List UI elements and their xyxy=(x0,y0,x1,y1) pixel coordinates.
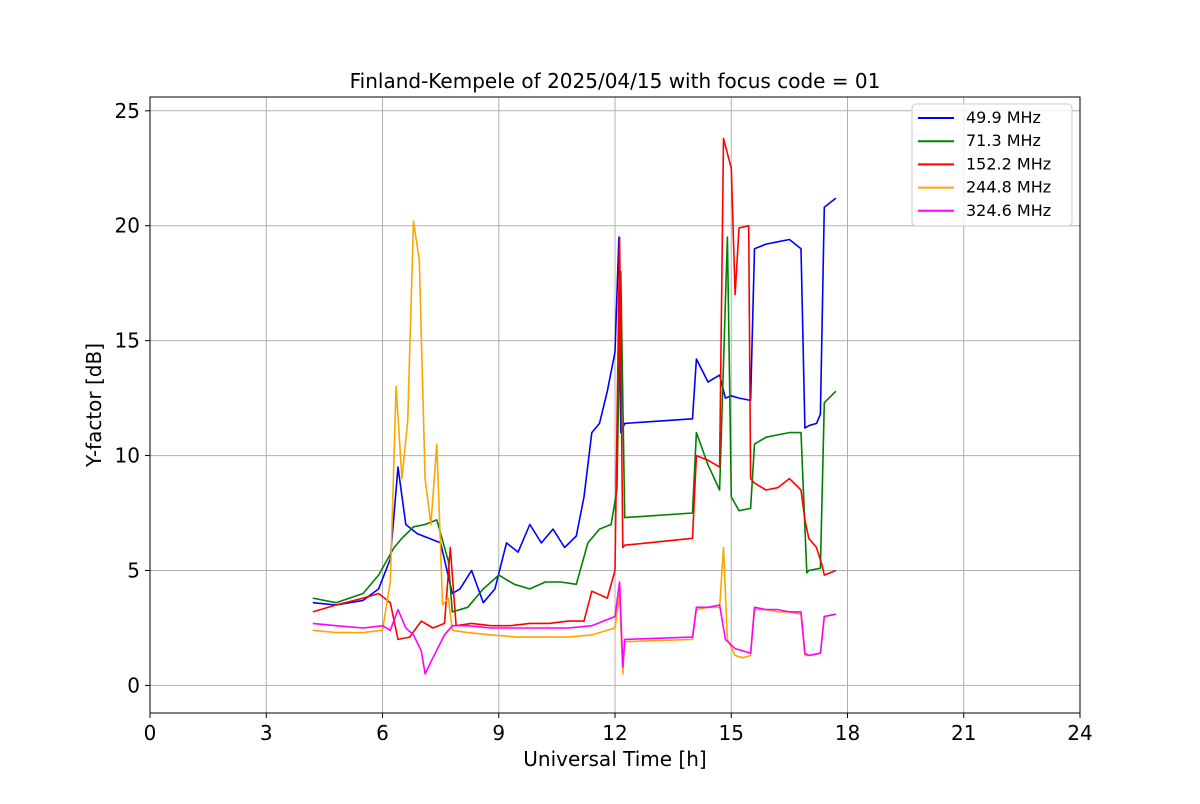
series-line-1 xyxy=(312,236,837,613)
legend-label-1: 71.3 MHz xyxy=(966,131,1041,150)
chart-title: Finland-Kempele of 2025/04/15 with focus… xyxy=(350,69,881,93)
series-layer xyxy=(312,137,837,675)
x-tick-label: 9 xyxy=(492,721,505,745)
legend-label-2: 152.2 MHz xyxy=(966,154,1051,173)
x-tick-label: 15 xyxy=(719,721,744,745)
y-tick-label: 0 xyxy=(127,673,140,697)
y-tick-label: 10 xyxy=(115,444,140,468)
legend-label-3: 244.8 MHz xyxy=(966,178,1051,197)
y-tick-label: 20 xyxy=(115,214,140,238)
y-tick-label: 15 xyxy=(115,329,140,353)
y-tick-label: 5 xyxy=(127,558,140,582)
x-tick-label: 18 xyxy=(835,721,860,745)
legend: 49.9 MHz 71.3 MHz 152.2 MHz 244.8 MHz 32… xyxy=(911,103,1073,227)
tick-layer: 0 3 6 9 12 15 18 21 24 0 5 10 15 20 25 xyxy=(115,99,1093,745)
legend-label-4: 324.6 MHz xyxy=(966,201,1051,220)
x-axis-label: Universal Time [h] xyxy=(523,747,706,771)
legend-label-0: 49.9 MHz xyxy=(966,108,1041,127)
x-tick-label: 21 xyxy=(951,721,976,745)
y-tick-label: 25 xyxy=(115,99,140,123)
x-tick-label: 3 xyxy=(260,721,273,745)
y-axis-label: Y-factor [dB] xyxy=(82,343,106,468)
series-line-3 xyxy=(312,220,837,675)
x-tick-label: 6 xyxy=(376,721,389,745)
series-line-4 xyxy=(312,581,837,675)
x-tick-label: 24 xyxy=(1067,721,1092,745)
series-line-0 xyxy=(312,197,837,606)
series-line-2 xyxy=(312,137,837,641)
legend-box xyxy=(911,103,1073,227)
x-tick-label: 12 xyxy=(602,721,627,745)
x-tick-label: 0 xyxy=(144,721,157,745)
